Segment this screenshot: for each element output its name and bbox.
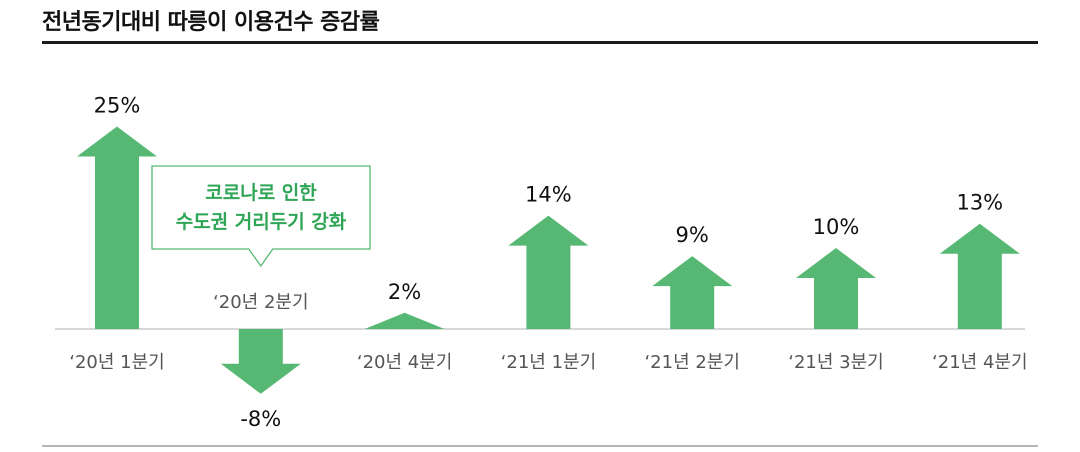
bottom-rule bbox=[42, 445, 1038, 447]
bar-arrow-5 bbox=[652, 256, 733, 329]
annotation-line-2: 수도권 거리두기 강화 bbox=[176, 211, 347, 233]
bar-arrow-4 bbox=[508, 215, 589, 329]
value-label-5: 9% bbox=[676, 223, 709, 247]
value-label-4: 14% bbox=[525, 183, 572, 207]
bar-arrow-1 bbox=[77, 126, 157, 329]
annotation-line-1: 코로나로 인한 bbox=[205, 182, 317, 204]
chart-title: 전년동기대비 따릉이 이용건수 증감률 bbox=[42, 10, 380, 35]
value-label-7: 13% bbox=[956, 191, 1003, 215]
bar-arrow-6 bbox=[796, 248, 876, 329]
value-label-2: -8% bbox=[240, 407, 281, 431]
category-label-4: ‘21년 1분기 bbox=[501, 352, 596, 373]
annotation-bubble bbox=[151, 165, 371, 268]
value-label-1: 25% bbox=[94, 94, 141, 118]
category-label-3: ‘20년 4분기 bbox=[357, 352, 452, 373]
category-label-7: ‘21년 4분기 bbox=[932, 352, 1027, 373]
title-underline bbox=[42, 41, 1038, 44]
category-label-6: ‘21년 3분기 bbox=[788, 352, 883, 373]
value-label-3: 2% bbox=[388, 280, 421, 304]
bar-arrow-2 bbox=[220, 329, 301, 394]
bar-arrow-3 bbox=[364, 312, 445, 329]
bar-arrow-7 bbox=[939, 223, 1020, 329]
category-label-1: ‘20년 1분기 bbox=[69, 352, 164, 373]
value-label-6: 10% bbox=[813, 215, 860, 239]
category-label-2: ‘20년 2분기 bbox=[213, 292, 308, 313]
category-label-5: ‘21년 2분기 bbox=[644, 352, 739, 373]
